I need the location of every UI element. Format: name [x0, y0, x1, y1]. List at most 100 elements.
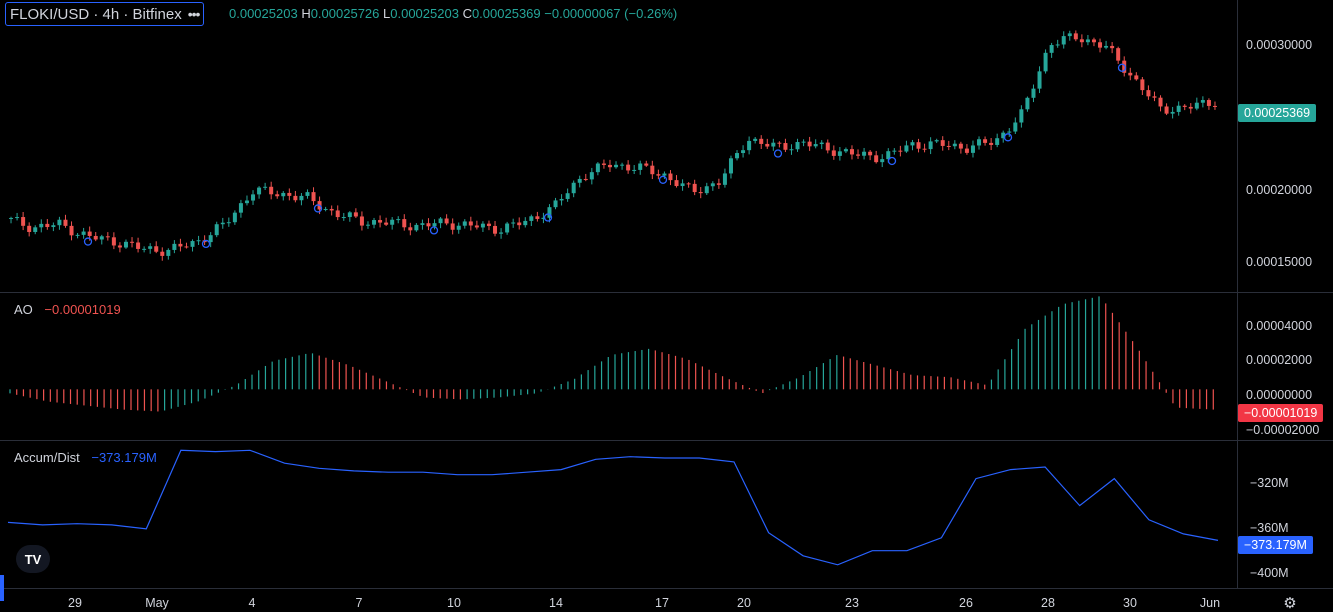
candle-body	[819, 142, 824, 145]
signal-marker	[543, 213, 553, 222]
ohlc-close-value: 0.00025369	[471, 6, 541, 21]
price-axis-divider	[1237, 0, 1238, 588]
candle-body	[632, 169, 637, 171]
candle-body	[365, 224, 370, 226]
candle-body	[45, 223, 50, 228]
signal-marker	[773, 149, 783, 158]
pane-divider-ao[interactable]	[0, 292, 1333, 293]
candle-body	[214, 224, 219, 236]
candle-body	[704, 186, 709, 194]
candle-body	[486, 223, 491, 226]
candle-body	[130, 241, 135, 243]
candle-body	[880, 159, 885, 163]
candle-body	[874, 155, 879, 163]
candle-body	[1019, 109, 1024, 123]
candle-body	[81, 231, 86, 235]
candle-body	[964, 148, 969, 153]
candle-body	[432, 223, 437, 227]
candle-body	[33, 227, 38, 232]
candle-body	[644, 163, 649, 166]
candle-body	[559, 198, 564, 201]
candle-body	[952, 143, 957, 147]
candle-body	[251, 194, 256, 201]
candle-body	[692, 183, 697, 193]
candle-body	[39, 223, 44, 228]
candle-body	[547, 207, 552, 218]
ad-name: Accum/Dist	[14, 450, 80, 465]
candle-body	[728, 158, 733, 174]
ad-legend[interactable]: Accum/Dist −373.179M	[14, 450, 157, 465]
time-axis-label: 7	[355, 596, 363, 610]
ohlc-low-key: L	[383, 6, 391, 21]
candle-body	[1212, 105, 1217, 107]
candle-body	[220, 222, 225, 225]
gear-icon[interactable]: ⚙	[1283, 595, 1297, 612]
candle-body	[244, 200, 249, 204]
candle-body	[480, 223, 485, 228]
ao-current-tag: −0.00001019	[1238, 404, 1324, 422]
time-axis-label: 17	[655, 596, 669, 610]
candle-body	[977, 139, 982, 146]
pane-divider-ad[interactable]	[0, 440, 1333, 441]
candle-body	[1049, 45, 1054, 53]
candle-body	[444, 218, 449, 224]
candle-body	[638, 163, 643, 170]
candle-body	[940, 140, 945, 146]
time-axis-label: 30	[1123, 596, 1137, 610]
candle-body	[87, 231, 92, 236]
ao-axis-label: −0.00002000	[1246, 423, 1320, 437]
ao-axis-label: 0.00002000	[1246, 353, 1313, 367]
candle-body	[1182, 105, 1187, 107]
candle-body	[710, 183, 715, 187]
time-axis-label: Jun	[1199, 596, 1221, 610]
candle-body	[946, 145, 951, 147]
tradingview-logo-icon[interactable]: TV	[16, 545, 50, 573]
more-dots-icon[interactable]: •••	[187, 6, 201, 22]
candle-body	[1146, 90, 1151, 97]
ao-legend[interactable]: AO −0.00001019	[14, 302, 121, 317]
candle-body	[910, 142, 915, 146]
candle-body	[716, 183, 721, 185]
candle-body	[571, 182, 576, 194]
candle-body	[468, 221, 473, 226]
candle-body	[166, 249, 171, 256]
candle-body	[529, 216, 534, 221]
candle-body	[190, 241, 195, 247]
candle-body	[934, 140, 939, 142]
candle-body	[238, 203, 243, 213]
candle-body	[777, 142, 782, 144]
candle-body	[1134, 75, 1139, 80]
candle-body	[698, 192, 703, 194]
candle-body	[269, 186, 274, 195]
candle-body	[154, 246, 159, 252]
candle-body	[662, 173, 667, 176]
candle-body	[1013, 122, 1018, 132]
candle-body	[299, 195, 304, 201]
candle-body	[263, 186, 268, 188]
candle-body	[771, 142, 776, 147]
candle-body	[1176, 105, 1181, 112]
candle-body	[607, 164, 612, 168]
candle-body	[517, 222, 522, 226]
left-toolbar-handle[interactable]	[0, 575, 4, 601]
candle-body	[680, 183, 685, 187]
candle-body	[1085, 39, 1090, 43]
candle-body	[172, 243, 177, 250]
time-axis-label: 20	[737, 596, 751, 610]
time-axis-label: 26	[959, 596, 973, 610]
candle-body	[275, 194, 280, 197]
candle-body	[1170, 111, 1175, 114]
candle-body	[807, 141, 812, 147]
candle-body	[281, 192, 286, 197]
candle-body	[414, 224, 419, 231]
candle-body	[970, 145, 975, 153]
symbol-selector[interactable]: FLOKI/USD · 4h · Bitfinex •••	[5, 2, 205, 26]
candle-body	[843, 149, 848, 152]
candle-body	[21, 217, 26, 226]
candle-body	[983, 139, 988, 143]
candle-body	[69, 225, 74, 236]
candle-body	[341, 217, 346, 219]
candle-body	[722, 173, 727, 185]
signal-marker	[83, 237, 93, 246]
